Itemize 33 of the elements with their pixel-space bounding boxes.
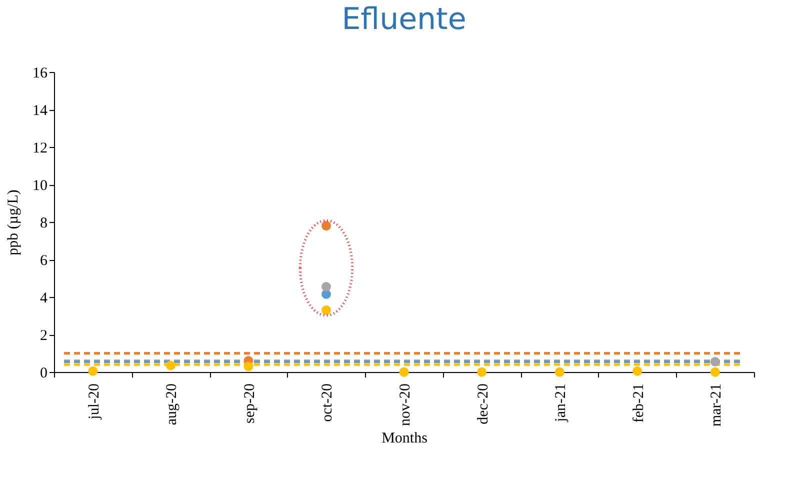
point (88, 366, 98, 376)
point (166, 360, 176, 370)
x-tick-label: mar-21 (708, 384, 725, 427)
y-tick-label: 10 (32, 178, 48, 194)
x-tick-label: aug-20 (164, 384, 180, 426)
x-tick-label: feb-21 (630, 384, 647, 423)
point (321, 221, 331, 230)
x-tick-label: sep-20 (242, 384, 258, 424)
y-tick-label: 14 (32, 103, 48, 119)
y-tick-label: 8 (40, 216, 48, 232)
point (554, 367, 564, 377)
x-axis-title: Months (382, 430, 428, 447)
x-tick-label: nov-20 (398, 384, 414, 426)
y-axis-title: ppb (µg/L) (6, 190, 22, 256)
x-tick-label: jul-20 (86, 384, 102, 420)
point (710, 356, 720, 366)
point (321, 305, 331, 315)
y-tick-label: 16 (32, 66, 48, 82)
point (710, 367, 720, 377)
x-tick-label: dec-20 (475, 384, 492, 424)
y-tick-label: 0 (40, 366, 48, 382)
x-tick-label: oct-20 (320, 384, 336, 422)
y-tick-label: 6 (40, 253, 48, 269)
chart-title: Efluente (342, 2, 466, 37)
x-tick-label: jan-21 (553, 384, 570, 423)
point (477, 367, 487, 377)
y-tick-label: 12 (32, 140, 48, 156)
point (321, 282, 331, 292)
y-tick-label: 4 (40, 290, 48, 306)
point (399, 367, 409, 377)
point (632, 366, 642, 376)
y-tick-label: 2 (40, 328, 48, 344)
point (244, 362, 254, 372)
